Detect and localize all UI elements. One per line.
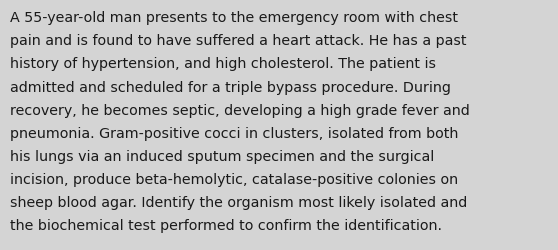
Text: admitted and scheduled for a triple bypass procedure. During: admitted and scheduled for a triple bypa… xyxy=(10,80,451,94)
Text: recovery, he becomes septic, developing a high grade fever and: recovery, he becomes septic, developing … xyxy=(10,103,470,117)
Text: pain and is found to have suffered a heart attack. He has a past: pain and is found to have suffered a hea… xyxy=(10,34,466,48)
Text: A 55-year-old man presents to the emergency room with chest: A 55-year-old man presents to the emerge… xyxy=(10,11,458,25)
Text: sheep blood agar. Identify the organism most likely isolated and: sheep blood agar. Identify the organism … xyxy=(10,195,467,209)
Text: incision, produce beta-hemolytic, catalase-positive colonies on: incision, produce beta-hemolytic, catala… xyxy=(10,172,458,186)
Text: pneumonia. Gram-positive cocci in clusters, isolated from both: pneumonia. Gram-positive cocci in cluste… xyxy=(10,126,459,140)
Text: his lungs via an induced sputum specimen and the surgical: his lungs via an induced sputum specimen… xyxy=(10,149,434,163)
Text: history of hypertension, and high cholesterol. The patient is: history of hypertension, and high choles… xyxy=(10,57,436,71)
Text: the biochemical test performed to confirm the identification.: the biochemical test performed to confir… xyxy=(10,218,442,232)
